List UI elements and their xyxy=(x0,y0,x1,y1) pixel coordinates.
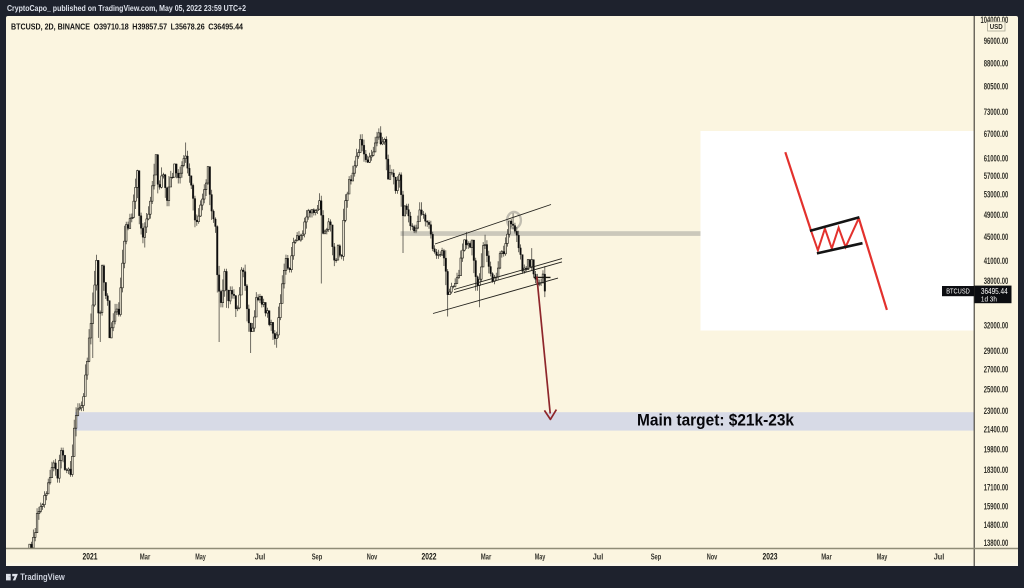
svg-text:CryptoCapo_ published on Tradi: CryptoCapo_ published on TradingView.com… xyxy=(7,3,246,13)
svg-text:45000.00: 45000.00 xyxy=(984,232,1009,242)
svg-text:13800.00: 13800.00 xyxy=(984,538,1009,548)
svg-text:25000.00: 25000.00 xyxy=(984,384,1009,394)
svg-text:Sep: Sep xyxy=(312,552,323,562)
svg-text:19800.00: 19800.00 xyxy=(984,445,1009,455)
svg-text:Jul: Jul xyxy=(934,552,945,562)
svg-text:21400.00: 21400.00 xyxy=(984,425,1009,435)
svg-text:27000.00: 27000.00 xyxy=(984,364,1009,374)
svg-text:36495.44: 36495.44 xyxy=(981,287,1008,296)
svg-text:32000.00: 32000.00 xyxy=(984,320,1009,330)
svg-text:May: May xyxy=(877,552,888,562)
svg-text:May: May xyxy=(535,552,546,562)
svg-text:Sep: Sep xyxy=(651,552,662,562)
svg-text:Mar: Mar xyxy=(481,552,492,562)
svg-text:2023: 2023 xyxy=(763,552,778,562)
svg-text:2022: 2022 xyxy=(422,552,437,562)
svg-text:73000.00: 73000.00 xyxy=(984,107,1009,117)
svg-text:18300.00: 18300.00 xyxy=(984,465,1009,475)
svg-text:TradingView: TradingView xyxy=(20,572,65,582)
svg-text:14800.00: 14800.00 xyxy=(984,520,1009,530)
svg-text:38000.00: 38000.00 xyxy=(984,276,1009,286)
svg-text:96000.00: 96000.00 xyxy=(984,36,1009,46)
svg-text:Jul: Jul xyxy=(593,552,604,562)
svg-text:BTCUSD, 2D, BINANCE O39710.18: BTCUSD, 2D, BINANCE O39710.18 H39857.57 … xyxy=(11,22,243,32)
svg-text:61000.00: 61000.00 xyxy=(984,153,1009,163)
svg-text:17100.00: 17100.00 xyxy=(984,483,1009,493)
svg-text:53000.00: 53000.00 xyxy=(984,190,1009,200)
svg-text:88000.00: 88000.00 xyxy=(984,58,1009,68)
svg-text:1d 3h: 1d 3h xyxy=(981,295,997,304)
svg-text:29000.00: 29000.00 xyxy=(984,346,1009,356)
svg-text:67000.00: 67000.00 xyxy=(984,129,1009,139)
svg-text:Nov: Nov xyxy=(707,552,718,562)
svg-text:Mar: Mar xyxy=(140,552,151,562)
svg-text:Nov: Nov xyxy=(367,552,378,562)
svg-text:2021: 2021 xyxy=(83,552,98,562)
svg-text:80500.00: 80500.00 xyxy=(984,81,1009,91)
svg-text:41000.00: 41000.00 xyxy=(984,256,1009,266)
svg-text:15900.00: 15900.00 xyxy=(984,502,1009,512)
svg-text:49000.00: 49000.00 xyxy=(984,210,1009,220)
svg-text:USD: USD xyxy=(990,22,1003,31)
svg-text:BTCUSD: BTCUSD xyxy=(946,287,970,296)
svg-text:May: May xyxy=(195,552,206,562)
svg-text:57000.00: 57000.00 xyxy=(984,171,1009,181)
svg-text:Jul: Jul xyxy=(255,552,266,562)
svg-text:23000.00: 23000.00 xyxy=(984,406,1009,416)
svg-text:Main target: $21k-23k: Main target: $21k-23k xyxy=(637,412,795,430)
svg-text:Mar: Mar xyxy=(821,552,832,562)
svg-text:104000.00: 104000.00 xyxy=(981,15,1009,25)
